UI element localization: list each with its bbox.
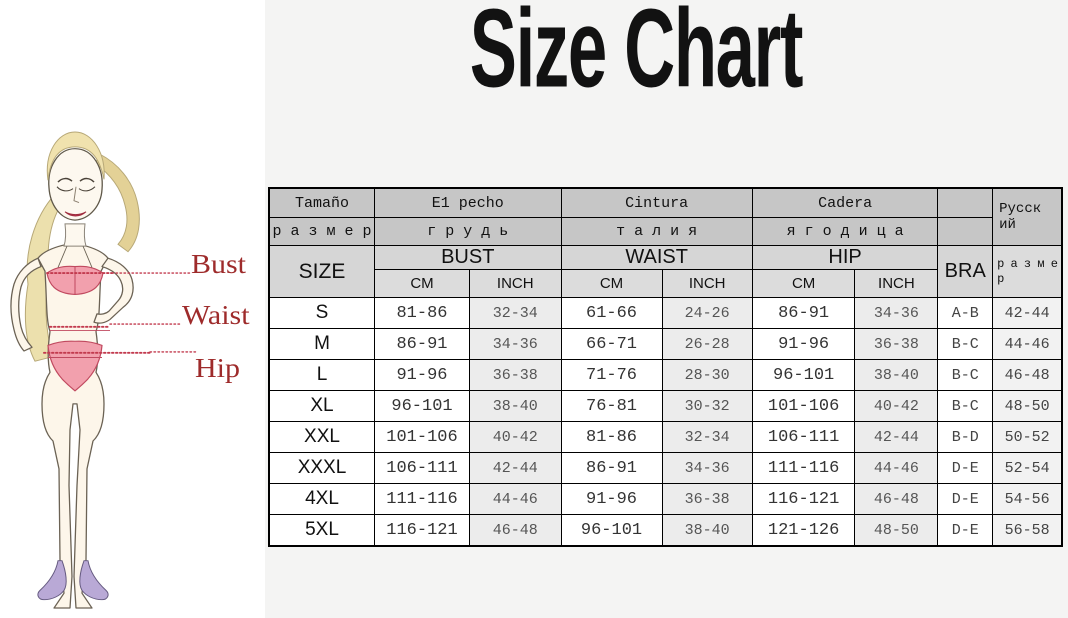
svg-text:Waist: Waist xyxy=(182,300,250,331)
svg-text:Bust: Bust xyxy=(191,249,246,280)
svg-text:Hip: Hip xyxy=(195,353,240,384)
